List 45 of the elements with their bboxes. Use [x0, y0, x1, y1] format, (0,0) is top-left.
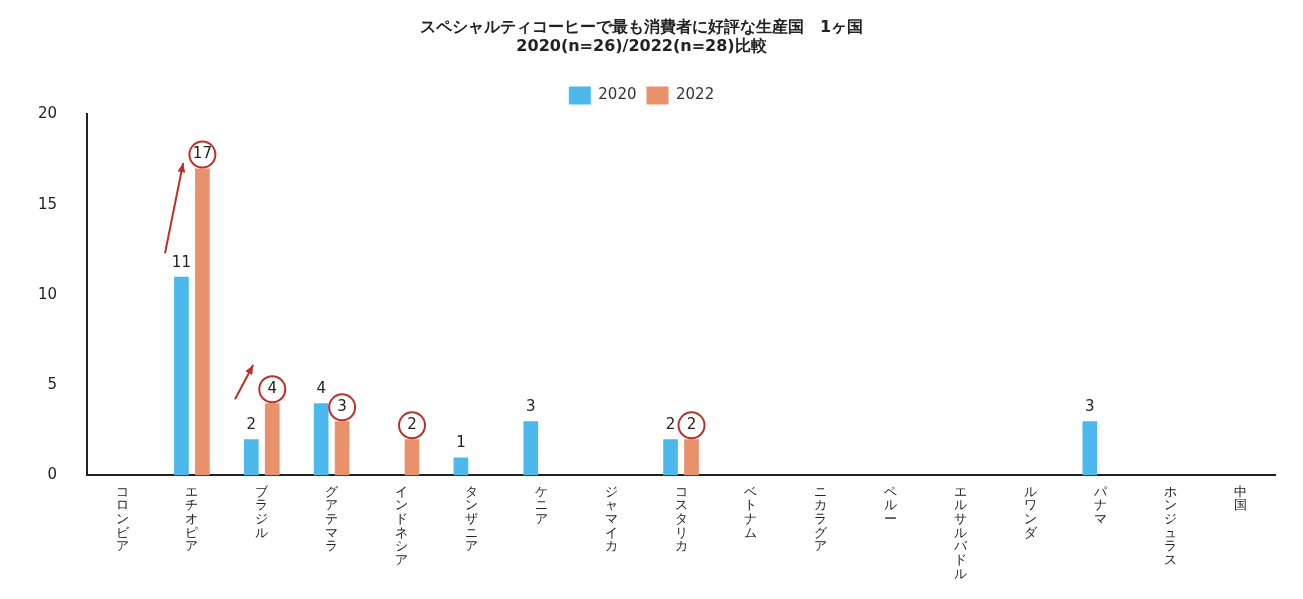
x-tick-label: エチオピア — [185, 483, 199, 554]
bar — [1082, 421, 1098, 476]
legend-label: 2022 — [676, 85, 715, 104]
data-label: 11 — [171, 252, 191, 271]
x-tick-label: ペルー — [884, 483, 898, 526]
x-tick-label: ルワンダ — [1023, 483, 1038, 540]
y-tick-label: 5 — [47, 375, 58, 394]
x-tick-label: コスタリカ — [674, 483, 688, 554]
chart-subtitle: 2020(n=26)/2022(n=28)比較 — [516, 35, 768, 55]
x-tick-label: パナマ — [1092, 483, 1108, 526]
bar — [663, 439, 678, 476]
x-tick-label: 中国 — [1233, 483, 1247, 513]
data-label: 3 — [1085, 397, 1095, 416]
data-label: 2 — [407, 415, 417, 434]
data-label: 4 — [316, 379, 326, 398]
data-label: 2 — [665, 415, 676, 434]
x-tick-label: エルサルバドル — [953, 483, 969, 581]
x-tick-label: グアテマラ — [325, 483, 340, 554]
data-label: 4 — [267, 379, 278, 398]
x-tick-label: ニカラグア — [814, 483, 829, 554]
x-tick-label: ジャマイカ — [604, 483, 618, 554]
x-tick-label: ベトナム — [744, 483, 758, 540]
y-tick-label: 10 — [37, 284, 58, 303]
x-tick-label: コロンビア — [115, 483, 130, 554]
data-label: 3 — [337, 397, 347, 416]
data-label: 17 — [192, 144, 212, 163]
y-tick-label: 0 — [47, 465, 58, 484]
data-label: 2 — [686, 415, 697, 434]
x-tick-label: タンザニア — [464, 483, 478, 554]
y-tick-label: 20 — [37, 104, 58, 123]
y-tick-label: 15 — [37, 194, 58, 213]
data-label: 3 — [526, 397, 536, 416]
x-tick-label: インドネシア — [395, 483, 409, 567]
bar — [174, 276, 189, 476]
x-tick-label: ブラジル — [255, 483, 270, 540]
bar — [523, 421, 539, 476]
data-label: 1 — [456, 433, 466, 452]
bar — [243, 439, 259, 476]
bar — [453, 457, 469, 476]
legend-label: 2020 — [598, 85, 637, 104]
x-tick-label: ケニア — [534, 483, 548, 526]
chart-title: スペシャルティコーヒーで最も消費者に好評な生産国 1ヶ国 — [419, 16, 864, 36]
x-tick-label: ホンジュラス — [1163, 483, 1177, 567]
data-label: 2 — [246, 415, 257, 434]
bar — [313, 403, 329, 476]
